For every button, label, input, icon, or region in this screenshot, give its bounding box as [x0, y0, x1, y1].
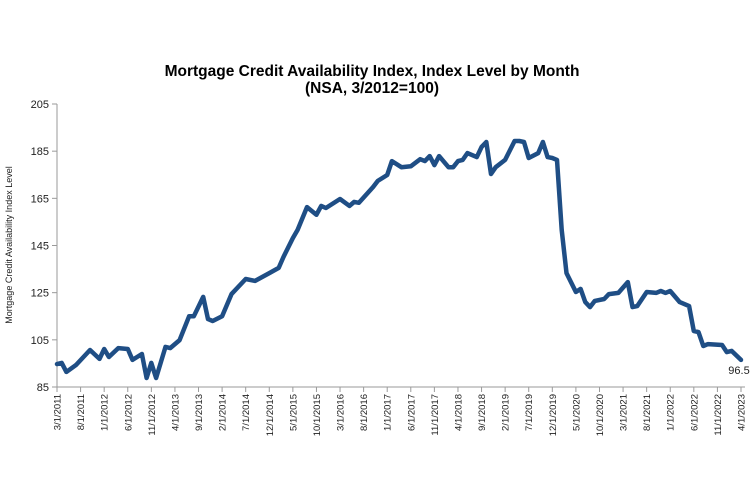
y-tick-label: 205 [31, 99, 49, 111]
x-tick-label: 1/1/2017 [383, 394, 394, 431]
x-tick-label: 7/1/2019 [524, 394, 535, 431]
x-tick-label: 11/1/2017 [430, 394, 441, 436]
series-line [54, 138, 744, 381]
x-tick-label: 5/1/2015 [288, 394, 299, 431]
x-tick-label: 6/1/2012 [123, 394, 134, 431]
y-tick-label: 145 [31, 241, 49, 253]
end-value-label: 96.5 [728, 365, 749, 377]
y-tick-label: 105 [31, 335, 49, 347]
y-tick-label: 185 [31, 146, 49, 158]
x-tick-label: 8/1/2016 [359, 394, 370, 431]
x-tick-label: 8/1/2021 [642, 394, 653, 431]
axes [56, 104, 745, 388]
x-tick-label: 1/1/2012 [100, 394, 111, 431]
x-tick-label: 4/1/2018 [453, 394, 464, 431]
x-tick-label: 1/1/2022 [666, 394, 677, 431]
x-tick-label: 3/1/2016 [336, 394, 347, 431]
x-tick-label: 6/1/2022 [689, 394, 700, 431]
x-tick-label: 5/1/2020 [571, 394, 582, 431]
x-tick-label: 9/1/2013 [194, 394, 205, 431]
x-tick-label: 4/1/2013 [170, 394, 181, 431]
x-tick-label: 4/1/2023 [737, 394, 748, 431]
y-tick-label: 165 [31, 193, 49, 205]
x-tick-label: 12/1/2019 [548, 394, 559, 436]
x-tick-label: 7/1/2014 [241, 394, 252, 431]
x-tick-label: 3/1/2011 [53, 394, 64, 430]
y-tick-label: 85 [37, 382, 49, 394]
y-axis-label: Mortgage Credit Availability Index Level [4, 166, 14, 323]
y-tick-label: 125 [31, 288, 49, 300]
x-tick-label: 3/1/2021 [619, 394, 630, 431]
x-tick-label: 8/1/2011 [76, 394, 87, 430]
x-ticks: 3/1/2011 8/1/2011 1/1/2012 6/1/2012 11/1/201… [53, 387, 748, 436]
x-tick-label: 2/1/2019 [501, 394, 512, 431]
x-tick-label: 12/1/2014 [265, 394, 276, 436]
chart-title: Mortgage Credit Availability Index, Inde… [165, 63, 580, 80]
x-tick-label: 10/1/2015 [312, 394, 323, 436]
x-tick-label: 9/1/2018 [477, 394, 488, 431]
y-ticks: 85 105 125 145 165 185 205 [31, 99, 57, 394]
x-tick-label: 10/1/2020 [595, 394, 606, 436]
x-tick-label: 11/1/2012 [147, 394, 158, 436]
x-tick-label: 11/1/2022 [713, 394, 724, 436]
chart-subtitle: (NSA, 3/2012=100) [305, 80, 439, 97]
x-tick-label: 2/1/2014 [218, 394, 229, 431]
x-tick-label: 6/1/2017 [406, 394, 417, 431]
